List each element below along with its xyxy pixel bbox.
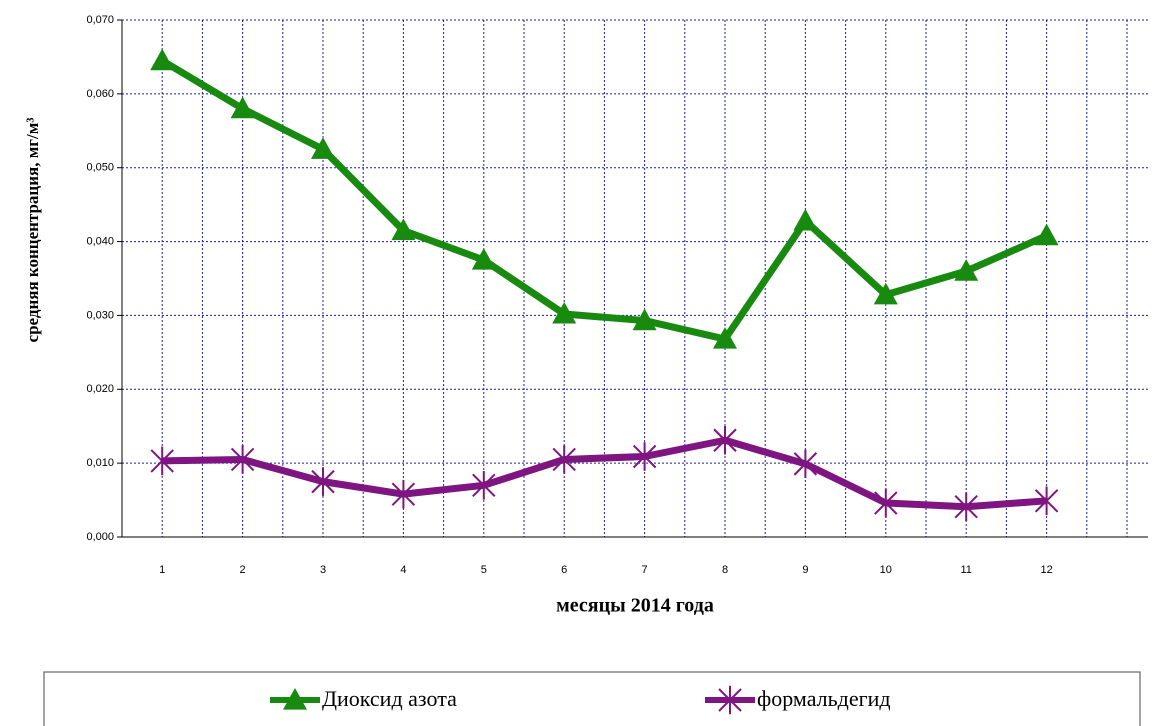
legend-item: Диоксид азота <box>270 686 457 711</box>
marker-star <box>230 445 255 474</box>
x-tick-label: 6 <box>561 564 567 576</box>
series-line <box>162 436 1047 511</box>
legend-item: формальдегид <box>705 685 891 715</box>
marker-triangle <box>391 218 416 241</box>
marker-triangle <box>954 259 979 281</box>
y-tick-label: 0,050 <box>86 162 114 174</box>
marker-star <box>311 467 335 496</box>
y-tick-label: 0,010 <box>86 457 114 469</box>
y-tick-label: 0,020 <box>86 383 114 395</box>
marker-triangle <box>632 308 657 331</box>
marker-triangle <box>150 48 175 71</box>
marker-star <box>874 488 898 518</box>
series-line <box>160 57 1049 343</box>
marker-star <box>713 425 737 455</box>
y-tick-label: 0,070 <box>86 14 114 26</box>
x-axis-label: месяцы 2014 года <box>556 595 714 617</box>
x-tick-label: 3 <box>320 564 326 576</box>
marker-triangle <box>230 96 255 119</box>
marker-star <box>632 442 657 471</box>
marker-triangle <box>1034 223 1059 246</box>
x-tick-label: 1 <box>159 564 165 576</box>
marker-triangle <box>552 301 577 324</box>
y-tick-label: 0,000 <box>86 531 114 543</box>
x-tick-label: 10 <box>880 564 892 576</box>
marker-star <box>391 479 416 509</box>
marker-triangle <box>283 688 307 710</box>
x-tick-label: 12 <box>1040 564 1052 576</box>
marker-triangle <box>471 248 496 270</box>
x-tick-label: 5 <box>481 564 487 576</box>
marker-star <box>150 446 174 476</box>
x-tick-label: 7 <box>642 564 648 576</box>
marker-star <box>1034 486 1059 516</box>
marker-star <box>954 492 978 522</box>
marker-triangle <box>311 137 335 159</box>
marker-triangle <box>793 208 818 231</box>
y-axis-label: средняя концентрация, мг/м³ <box>23 118 42 343</box>
x-tick-label: 4 <box>400 564 406 576</box>
y-tick-label: 0,030 <box>86 309 114 321</box>
x-tick-label: 9 <box>802 564 808 576</box>
legend-box <box>43 671 1141 726</box>
marker-star <box>552 445 576 474</box>
marker-star <box>793 449 818 479</box>
legend-label: Диоксид азота <box>322 686 457 711</box>
legend-label: формальдегид <box>757 686 891 711</box>
x-tick-label: 11 <box>960 564 971 576</box>
x-tick-label: 8 <box>722 564 728 576</box>
y-tick-label: 0,040 <box>86 235 114 247</box>
marker-triangle <box>713 327 737 349</box>
x-tick-label: 2 <box>240 564 246 576</box>
marker-star <box>472 471 496 500</box>
marker-star <box>718 685 742 715</box>
y-tick-label: 0,060 <box>86 88 114 100</box>
marker-triangle <box>873 282 898 305</box>
